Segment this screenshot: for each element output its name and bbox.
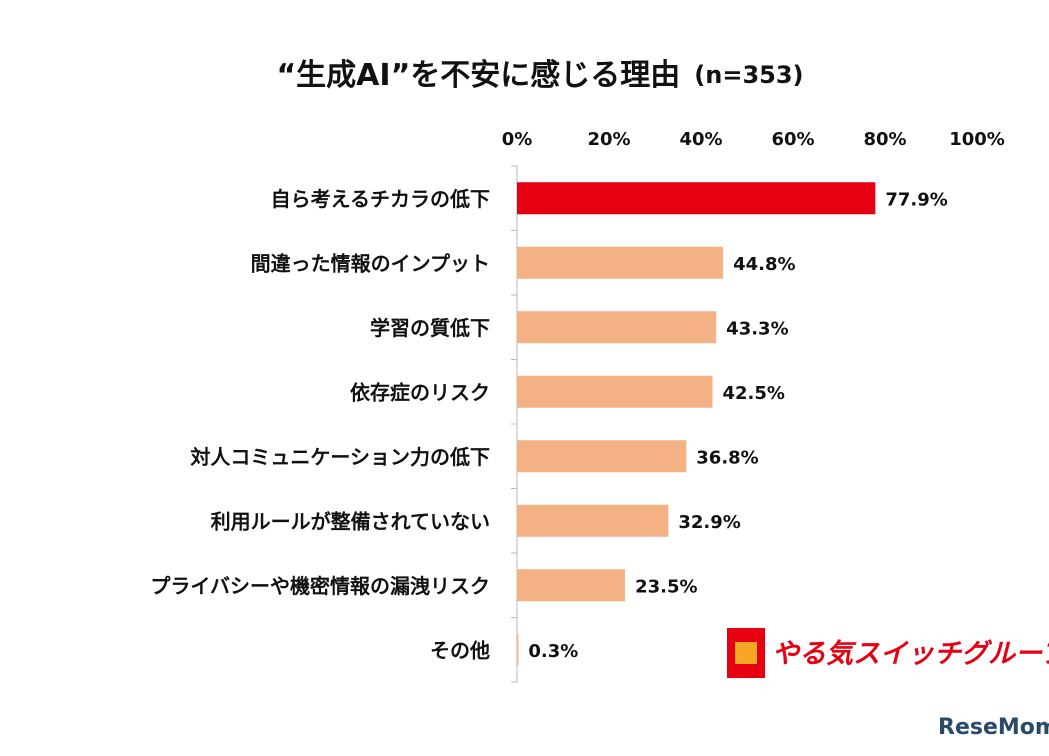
value-label: 0.3% (528, 641, 578, 662)
bar (517, 311, 717, 344)
x-tick-label: 0% (502, 129, 533, 150)
bar (517, 569, 626, 602)
y-tick-label: 対人コミュニケーション力の低下 (189, 445, 490, 469)
bar (517, 504, 669, 537)
value-label: 42.5% (723, 383, 785, 404)
bar (517, 246, 724, 279)
y-tick-label: 間違った情報のインプット (251, 251, 490, 275)
chart-title-group: “生成AI”を不安に感じる理由 (n=353) (276, 58, 803, 93)
value-label: 43.3% (726, 318, 788, 339)
watermark: ReseMom (938, 715, 1049, 740)
y-tick-label: 依存症のリスク (350, 380, 490, 404)
y-tick-label: その他 (430, 638, 490, 662)
x-tick-label: 100% (949, 129, 1005, 150)
chart-title: “生成AI”を不安に感じる理由 (276, 58, 680, 93)
value-label: 77.9% (885, 189, 947, 210)
x-tick-label: 20% (587, 129, 630, 150)
y-tick-label: プライバシーや機密情報の漏洩リスク (150, 574, 490, 598)
logo-text: やる気スイッチグループ (772, 639, 1049, 670)
x-tick-label: 80% (863, 129, 906, 150)
bar (517, 182, 876, 215)
bar (517, 440, 687, 473)
y-tick-label: 自ら考えるチカラの低下 (271, 187, 490, 211)
value-label: 23.5% (635, 576, 697, 597)
value-label: 32.9% (678, 512, 740, 533)
bar (517, 375, 713, 408)
bar (517, 633, 519, 666)
logo-icon-inner (735, 642, 757, 664)
value-label: 44.8% (733, 254, 795, 275)
x-tick-label: 60% (771, 129, 814, 150)
y-tick-label: 利用ルールが整備されていない (211, 509, 490, 533)
value-label: 36.8% (696, 447, 758, 468)
x-tick-label: 40% (679, 129, 722, 150)
y-tick-label: 学習の質低下 (370, 316, 490, 340)
chart-subtitle: (n=353) (694, 61, 803, 89)
